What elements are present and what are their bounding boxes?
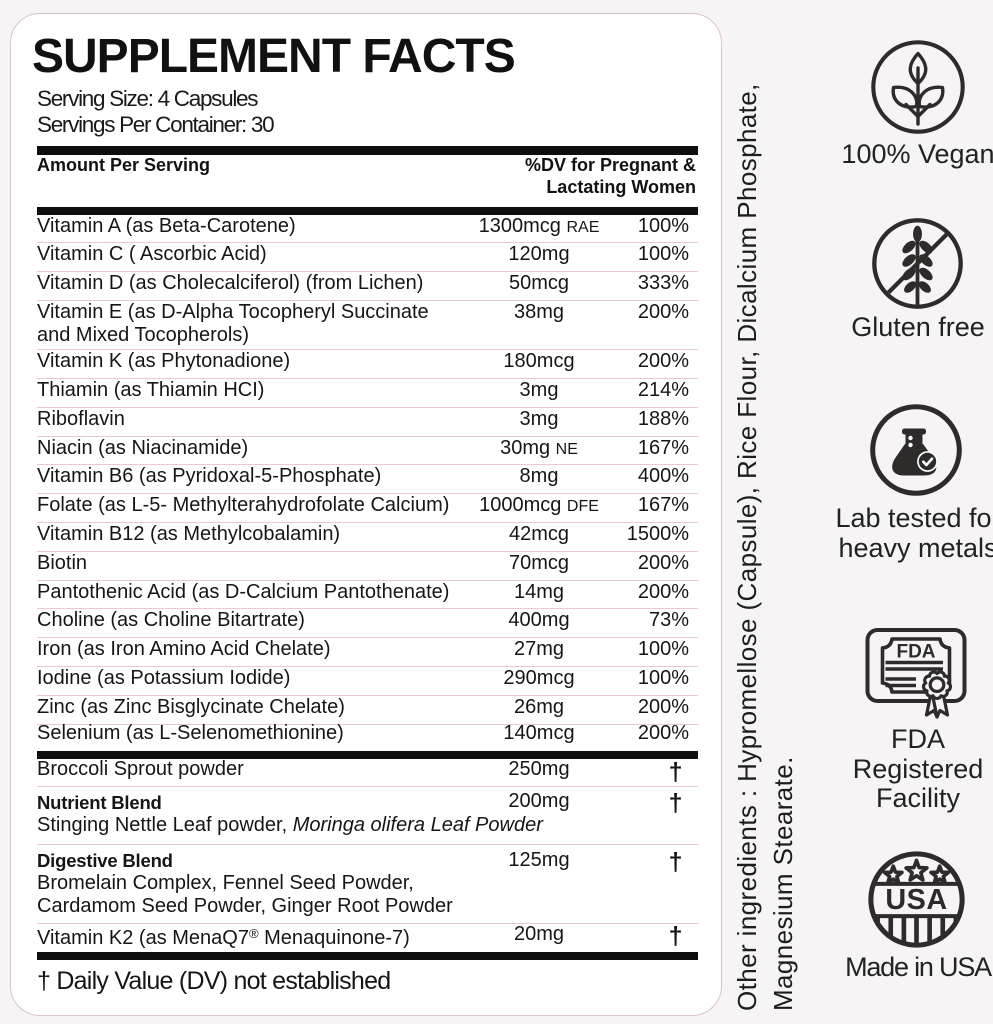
svg-text:FDA: FDA bbox=[896, 642, 935, 663]
svg-text:USA: USA bbox=[885, 884, 947, 916]
